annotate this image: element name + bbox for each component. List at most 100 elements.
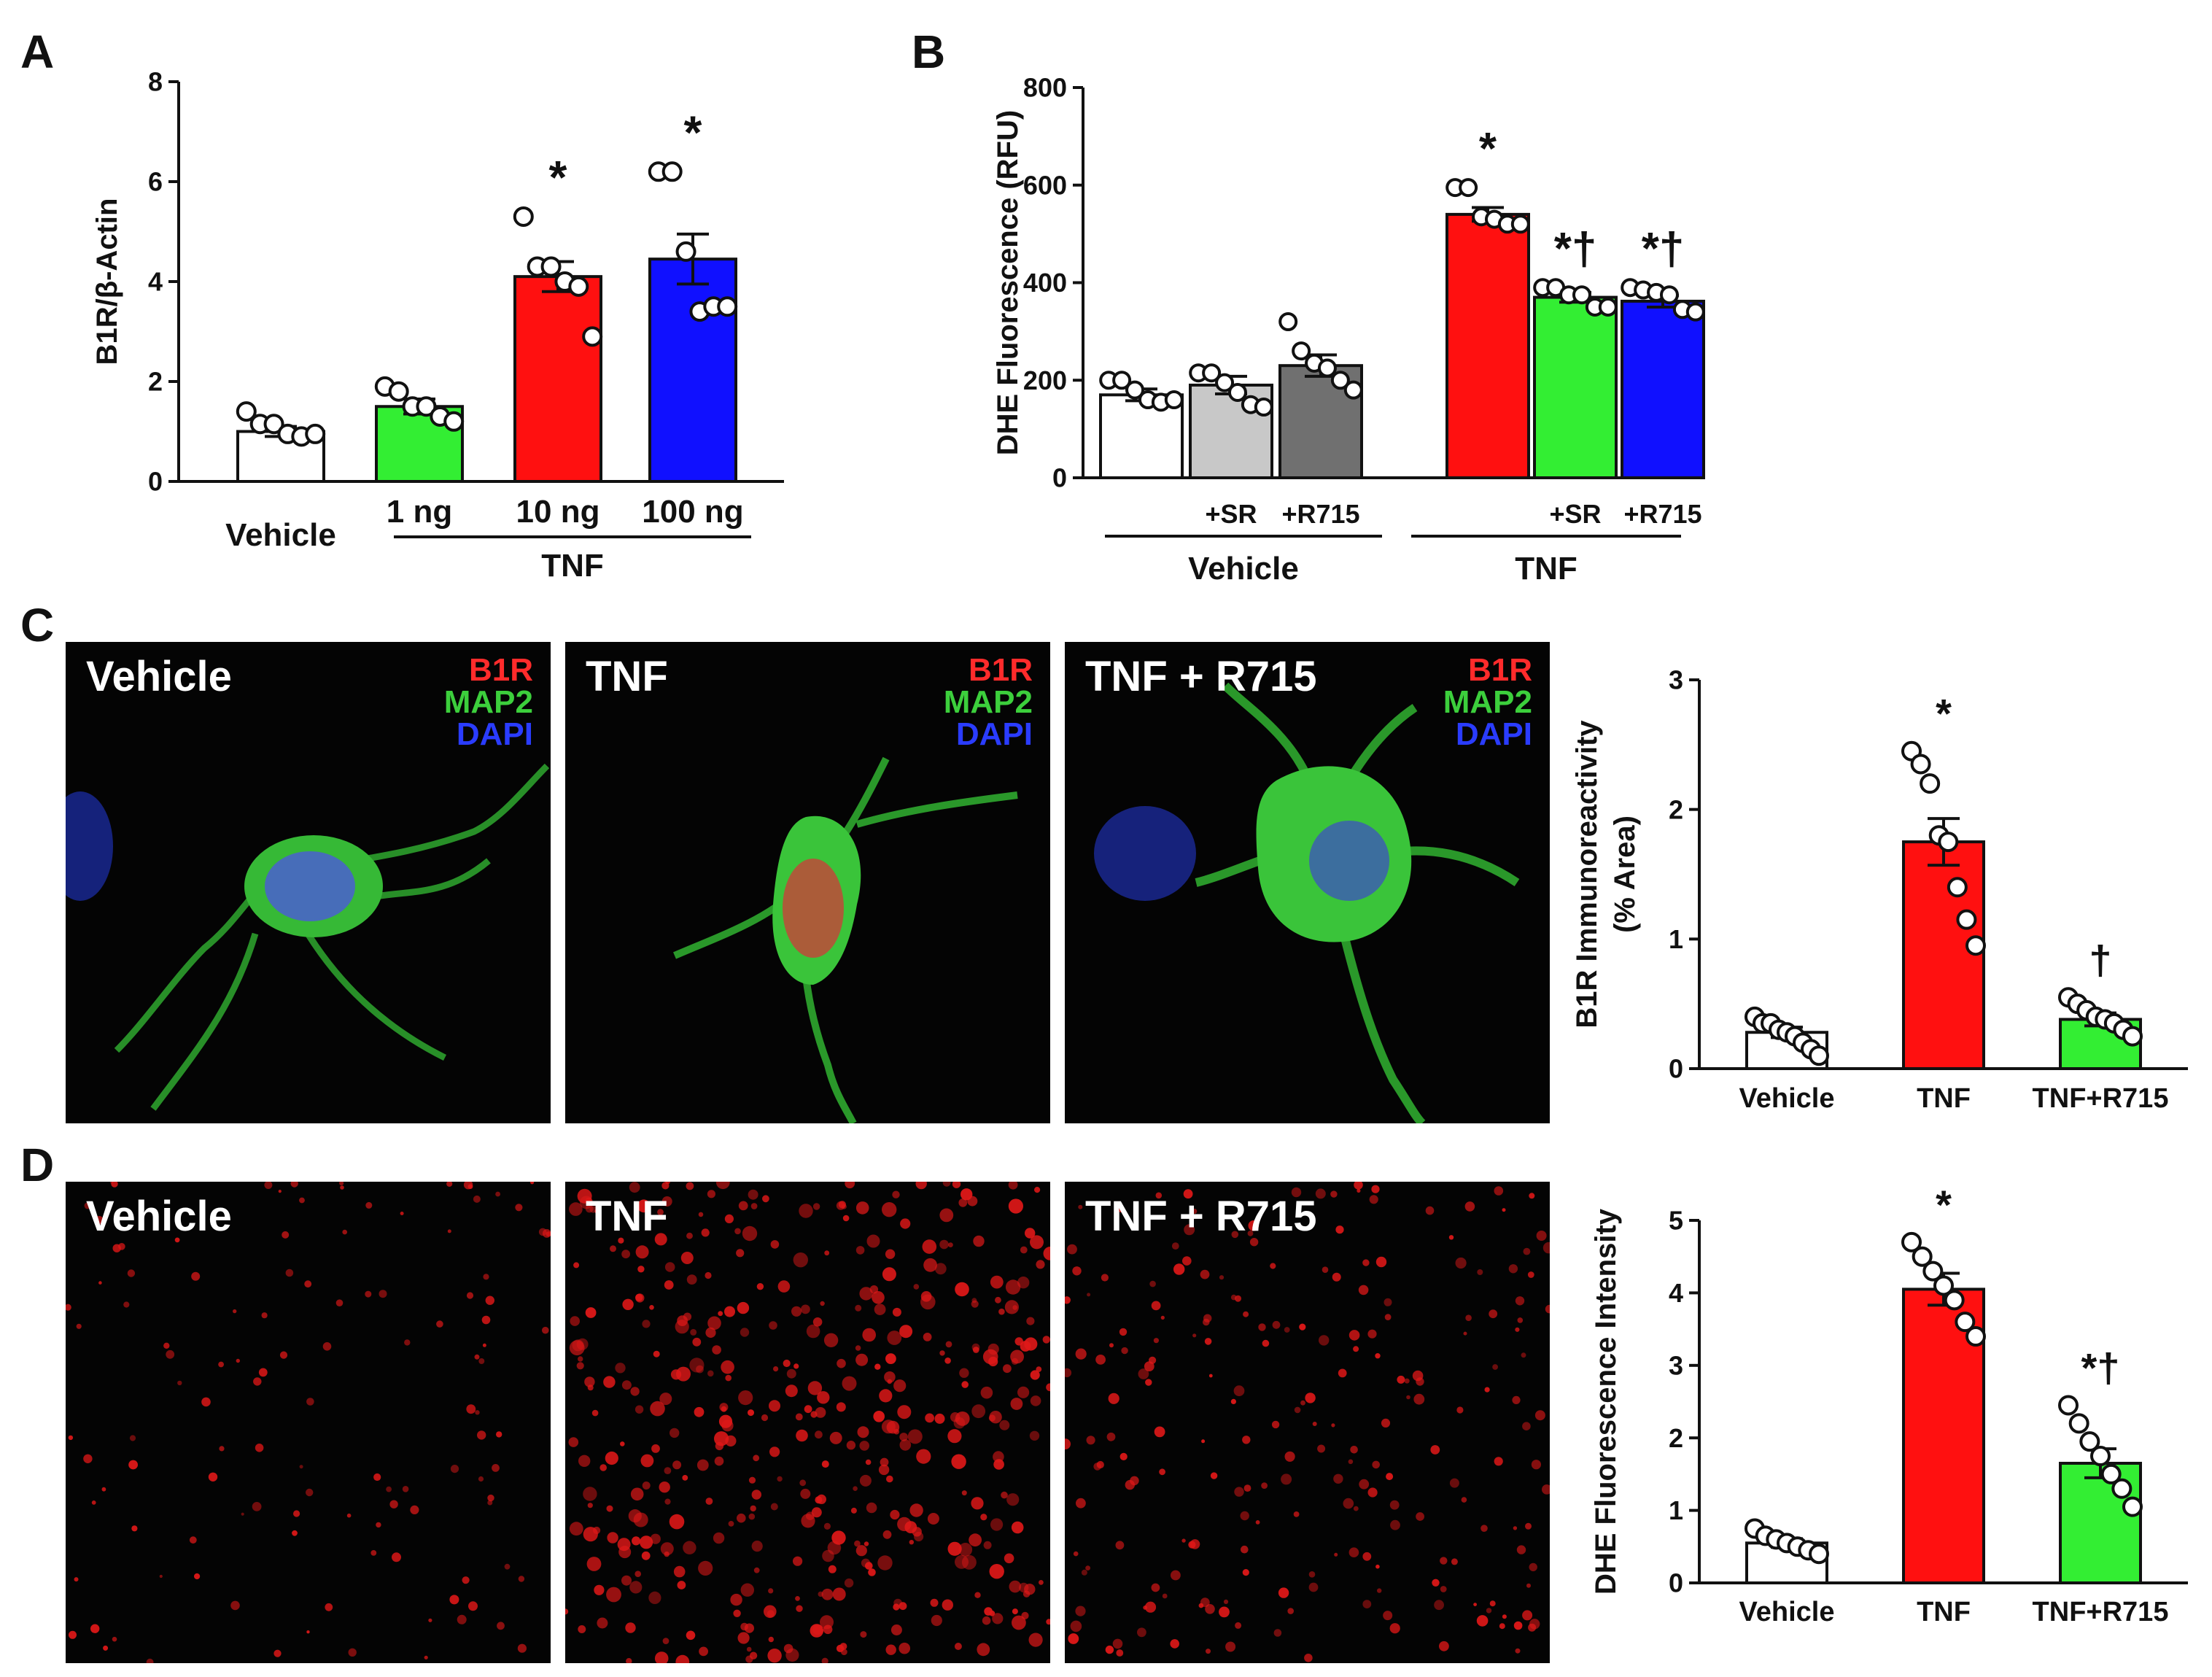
dhe-punctum (971, 1404, 986, 1419)
dhe-punctum (984, 1607, 993, 1616)
dhe-punctum (1512, 1395, 1521, 1404)
micrograph-c-tnf-label: TNF (586, 653, 668, 700)
chart-d-y-tick-label: 4 (1669, 1278, 1683, 1308)
dhe-punctum (829, 1431, 842, 1444)
chart-d-data-point (1901, 1231, 1922, 1252)
chart-b-data-point (1254, 398, 1273, 417)
dhe-punctum (597, 1617, 608, 1629)
dhe-punctum (1036, 1366, 1042, 1372)
dhe-punctum (1367, 1329, 1377, 1339)
dhe-punctum (585, 1307, 597, 1318)
dhe-punctum (1248, 1220, 1260, 1231)
dhe-punctum (483, 1274, 489, 1280)
dhe-punctum (785, 1384, 798, 1398)
micrograph-c-tnf-image (673, 756, 1018, 1123)
dhe-punctum (635, 1405, 644, 1414)
dhe-punctum (734, 1228, 741, 1235)
dhe-punctum (410, 1505, 419, 1514)
dhe-punctum (1017, 1386, 1030, 1398)
dhe-punctum (1118, 1207, 1123, 1212)
panel-letter-c: C (20, 599, 55, 651)
chart-b-category-label: +SR (1205, 499, 1257, 529)
dhe-punctum (724, 1214, 734, 1223)
chart-b-data-point (1330, 371, 1350, 390)
dhe-punctum (942, 1182, 951, 1187)
dhe-punctum (1404, 1378, 1410, 1384)
dhe-punctum (973, 1235, 985, 1247)
dhe-punctum (404, 1339, 411, 1346)
dhe-punctum (742, 1225, 758, 1242)
dhe-punctum (799, 1479, 807, 1487)
chart-a-data-point (675, 241, 696, 262)
dhe-punctum (915, 1182, 927, 1190)
dhe-punctum (1159, 1468, 1165, 1476)
chart-d-y-tick-label: 3 (1669, 1350, 1683, 1380)
dhe-punctum (1075, 1606, 1086, 1616)
chart-b-y-tick-label: 200 (1023, 365, 1067, 395)
dhe-punctum (648, 1591, 661, 1604)
chart-a-category-label: 10 ng (516, 494, 600, 530)
dhe-punctum (1521, 1352, 1526, 1358)
dhe-punctum (69, 1630, 77, 1639)
dhe-punctum (189, 1536, 197, 1544)
dhe-punctum (1030, 1370, 1040, 1380)
dhe-punctum (1210, 1472, 1218, 1479)
dhe-punctum (630, 1387, 640, 1396)
dhe-punctum (1112, 1638, 1123, 1649)
dhe-punctum (637, 1266, 645, 1273)
chart-a-data-point (661, 161, 683, 182)
dhe-punctum (1386, 1473, 1394, 1481)
dhe-punctum (110, 1182, 114, 1184)
chart-b-data-point (1317, 358, 1337, 378)
dhe-punctum (696, 1365, 704, 1374)
dhe-punctum (1181, 1538, 1186, 1543)
dhe-punctum (811, 1507, 822, 1518)
dhe-punctum (1522, 1422, 1531, 1430)
dhe-punctum (1008, 1198, 1023, 1214)
dhe-punctum (617, 1538, 631, 1552)
dhe-punctum (715, 1182, 730, 1190)
dhe-punctum (824, 1250, 830, 1256)
dhe-punctum (767, 1649, 782, 1663)
dhe-punctum (832, 1587, 846, 1601)
dhe-punctum (578, 1455, 591, 1467)
dhe-punctum (815, 1430, 823, 1439)
dhe-punctum (916, 1449, 931, 1464)
dhe-punctum (1372, 1460, 1380, 1469)
dhe-punctum (1527, 1271, 1534, 1278)
dhe-punctum (777, 1476, 783, 1482)
chart-a-bar (648, 257, 737, 483)
dhe-punctum (325, 1603, 333, 1611)
dhe-punctum (1330, 1190, 1338, 1198)
chart-a-y-tick-label: 8 (148, 67, 163, 97)
dhe-punctum (842, 1376, 857, 1391)
dhe-punctum (892, 1307, 901, 1317)
dhe-punctum (1502, 1614, 1507, 1619)
dhe-punctum (605, 1451, 618, 1465)
dhe-punctum (112, 1636, 117, 1642)
dhe-punctum (633, 1512, 648, 1527)
dhe-punctum (1004, 1300, 1019, 1314)
dhe-punctum (672, 1460, 682, 1470)
dhe-punctum (1219, 1606, 1230, 1618)
dhe-punctum (1362, 1259, 1370, 1266)
dhe-punctum (689, 1358, 705, 1373)
dhe-punctum (1534, 1410, 1545, 1421)
dhe-punctum (1425, 1206, 1435, 1215)
chart-c-category-label: Vehicle (1739, 1083, 1835, 1114)
dhe-punctum (770, 1240, 780, 1249)
dhe-punctum (194, 1573, 201, 1580)
dhe-punctum (450, 1465, 459, 1473)
dhe-punctum (468, 1601, 478, 1611)
dhe-punctum (1293, 1511, 1300, 1517)
dhe-punctum (1241, 1545, 1249, 1554)
dhe-punctum (131, 1525, 138, 1532)
dhe-punctum (974, 1592, 981, 1598)
dhe-punctum (629, 1581, 643, 1594)
dhe-punctum (1332, 1272, 1341, 1282)
chart-b-bar (1099, 393, 1184, 479)
dhe-punctum (1109, 1343, 1114, 1348)
dhe-punctum (603, 1376, 616, 1388)
dhe-punctum (123, 1301, 130, 1308)
dhe-punctum (1261, 1482, 1268, 1489)
